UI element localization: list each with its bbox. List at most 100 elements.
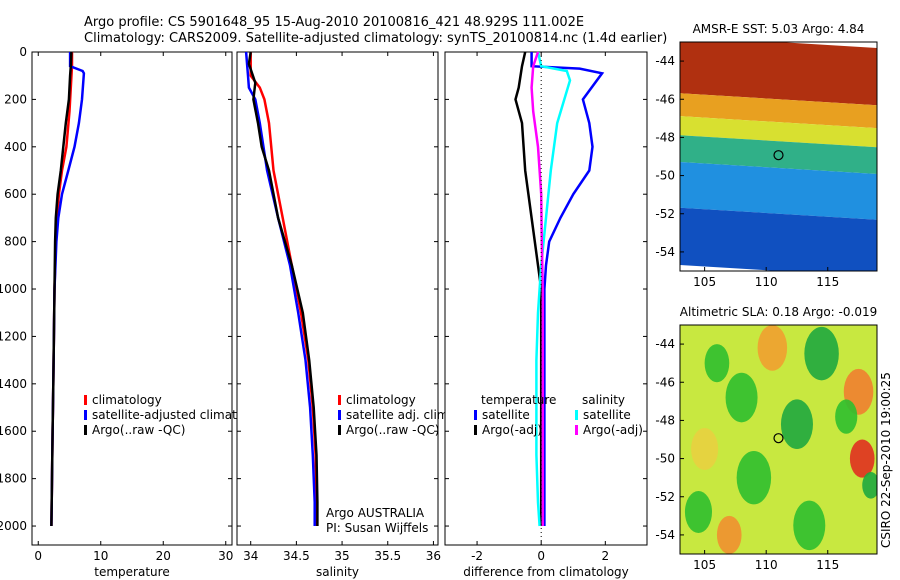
y-tick-label: -44 <box>655 337 675 351</box>
sla-patch <box>736 450 772 505</box>
series-line-argo-raw-qc- <box>50 51 73 527</box>
x-tick-label: 34 <box>243 549 258 563</box>
sst-band <box>680 116 877 148</box>
argo-position-marker <box>773 433 784 444</box>
x-tick-label: 110 <box>755 275 778 289</box>
legend-label: Argo(-adj) <box>482 423 542 437</box>
plot-frame <box>444 51 648 546</box>
x-tick-label: 0 <box>34 549 42 563</box>
y-tick-label: 0 <box>19 45 27 59</box>
y-tick-label: -44 <box>655 54 675 68</box>
x-tick-label: 105 <box>693 558 716 572</box>
x-axis-label: temperature <box>94 565 169 579</box>
sla-map-panel: 105 110 115 -44 -46 -48 -50 -52 -54 Altimetric SL… <box>655 305 878 572</box>
sst-band <box>680 93 877 129</box>
sla-patch <box>780 399 813 450</box>
x-tick-label: 35.5 <box>374 549 401 563</box>
x-tick-label: 110 <box>755 558 778 572</box>
sla-patch <box>684 491 713 534</box>
y-tick-label: 1200 <box>0 329 27 343</box>
legend-group-title: salinity <box>582 393 625 407</box>
y-tick-label: -54 <box>655 245 675 259</box>
legend-swatch <box>474 425 477 435</box>
series-line-argo-adj- <box>514 51 543 526</box>
legend-swatch <box>84 410 87 420</box>
legend-swatch <box>575 425 578 435</box>
legend-label: Argo(-adj) <box>583 423 643 437</box>
salinity-panel: 34 34.5 35 35.5 36 salinity climatologysatelli… <box>236 51 452 579</box>
map-title: Altimetric SLA: 0.18 Argo: -0.019 <box>680 305 877 319</box>
sla-patch <box>849 439 875 478</box>
x-tick-label: 34.5 <box>283 549 310 563</box>
annotation-line: PI: Susan Wijffels <box>326 521 428 535</box>
legend-swatch <box>575 410 578 420</box>
series-line-satellite <box>535 51 572 527</box>
map-field <box>680 325 877 554</box>
sst-band <box>680 161 877 220</box>
series-line-satellite <box>530 52 605 526</box>
sla-patch <box>725 372 758 423</box>
legend-label: Argo(..raw -QC) <box>346 423 439 437</box>
y-tick-label: 1000 <box>0 282 27 296</box>
legend-swatch <box>338 425 341 435</box>
x-axis-label: difference from climatology <box>463 565 629 579</box>
map-frame <box>679 41 878 272</box>
x-tick-label: 36 <box>426 549 441 563</box>
y-tick-label: 800 <box>4 235 27 249</box>
sla-patch <box>716 515 742 554</box>
sst-band <box>680 42 877 106</box>
y-tick-label: -48 <box>655 413 675 427</box>
legend-swatch <box>338 410 341 420</box>
sla-patch <box>804 326 839 381</box>
sst-band <box>680 207 877 271</box>
y-tick-label: 200 <box>4 92 27 106</box>
sst-band <box>680 135 877 174</box>
x-tick-label: 2 <box>601 549 609 563</box>
legend-label: Argo(..raw -QC) <box>92 423 185 437</box>
series-line-argo-adj- <box>530 51 545 526</box>
sla-patch <box>691 428 719 471</box>
x-tick-label: 115 <box>816 558 839 572</box>
legend-group-title: temperature <box>481 393 556 407</box>
legend-swatch <box>474 410 477 420</box>
legend-label: satellite <box>583 408 631 422</box>
sla-patch <box>704 344 730 383</box>
legend-label: satellite-adjusted climatology <box>92 408 270 422</box>
x-tick-label: 115 <box>816 275 839 289</box>
legend-swatch <box>84 425 87 435</box>
y-tick-label: 400 <box>4 140 27 154</box>
y-tick-label: -54 <box>655 528 675 542</box>
series-line-argo-raw-qc- <box>247 51 319 526</box>
map-frame <box>679 324 878 555</box>
y-tick-label: 2000 <box>0 519 27 533</box>
y-tick-label: -52 <box>655 490 675 504</box>
map-title: AMSR-E SST: 5.03 Argo: 4.84 <box>693 22 865 36</box>
header-line2: Climatology: CARS2009. Satellite-adjuste… <box>84 31 667 46</box>
legend-label: satellite <box>482 408 530 422</box>
plot-frame <box>236 51 439 546</box>
y-tick-label: -48 <box>655 130 675 144</box>
x-axis-label: salinity <box>316 565 359 579</box>
sla-patch <box>862 471 877 499</box>
y-tick-label: -50 <box>655 452 675 466</box>
y-tick-label: -46 <box>655 92 675 106</box>
y-tick-label: -46 <box>655 375 675 389</box>
y-tick-label: 1400 <box>0 377 27 391</box>
legend-swatch <box>338 395 341 405</box>
legend-label: climatology <box>346 393 416 407</box>
legend-label: climatology <box>92 393 162 407</box>
footer-stamp: CSIRO 22-Sep-2010 19:00:25 <box>879 372 893 548</box>
difference-panel: -2 0 2 difference from climatology temperatu… <box>444 51 648 579</box>
x-tick-label: 20 <box>156 549 171 563</box>
legend-label: satellite adj. clim. <box>346 408 452 422</box>
x-tick-label: 0 <box>537 549 545 563</box>
sla-patch <box>835 399 858 434</box>
sst-map-panel: 105 110 115 -44 -46 -48 -50 -52 -54 AMSR-E SST: 5… <box>655 22 878 289</box>
sla-patch <box>793 500 826 551</box>
y-tick-label: -52 <box>655 207 675 221</box>
x-tick-label: -2 <box>471 549 483 563</box>
y-tick-label: 1600 <box>0 424 27 438</box>
x-tick-label: 105 <box>693 275 716 289</box>
sla-patch <box>757 325 788 371</box>
